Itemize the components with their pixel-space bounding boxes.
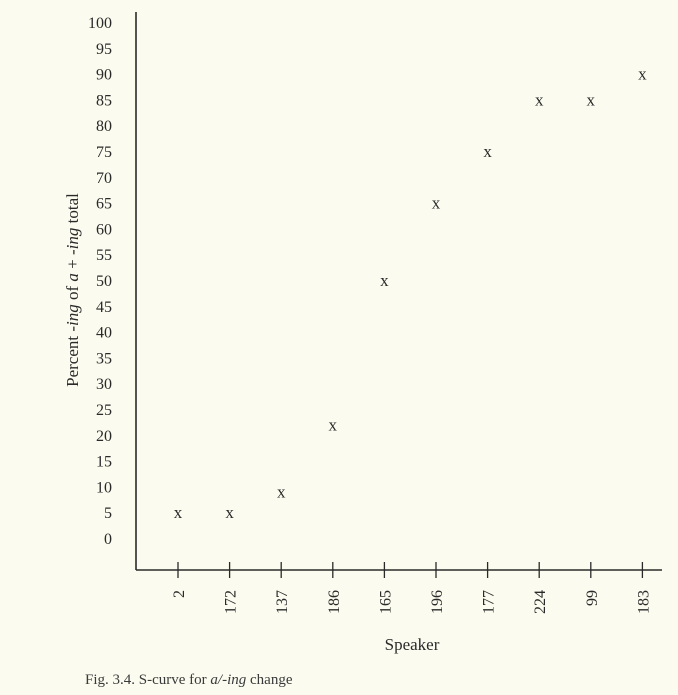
y-tick-label: 30 xyxy=(96,376,112,393)
y-axis-label-part: + xyxy=(63,255,82,273)
x-tick-label: 2 xyxy=(171,590,188,598)
x-tick-label: 186 xyxy=(326,590,343,614)
y-tick-label: 25 xyxy=(96,402,112,419)
data-point: x xyxy=(432,194,441,213)
y-tick-label: 100 xyxy=(88,15,112,32)
data-point: x xyxy=(380,271,389,290)
data-point: x xyxy=(277,483,286,502)
y-tick-label: 75 xyxy=(96,144,112,161)
y-axis-label: Percent -ing of a + -ing total xyxy=(63,193,82,387)
x-tick-label: 224 xyxy=(532,590,549,614)
y-tick-label: 90 xyxy=(96,67,112,84)
y-tick-label: 15 xyxy=(96,454,112,471)
y-axis-label-part: of xyxy=(63,282,82,305)
y-tick-label: 35 xyxy=(96,350,112,367)
x-tick-label: 137 xyxy=(274,590,291,614)
x-tick-label: 172 xyxy=(223,590,240,614)
x-ticks: 2 172 137 186 165 196 177 224 99 183 xyxy=(171,562,652,614)
y-axis-label-part: a xyxy=(63,273,82,282)
y-tick-label: 95 xyxy=(96,41,112,58)
y-tick-label: 65 xyxy=(96,196,112,213)
x-tick-label: 99 xyxy=(584,590,601,606)
y-tick-label: 85 xyxy=(96,92,112,109)
data-point: x xyxy=(483,142,492,161)
y-axis-label-part: Percent xyxy=(63,332,82,387)
y-tick-label: 80 xyxy=(96,118,112,135)
data-point: x xyxy=(535,90,544,109)
x-tick-label: 196 xyxy=(429,590,446,614)
y-tick-label: 20 xyxy=(96,428,112,445)
y-tick-label: 5 xyxy=(104,505,112,522)
y-tick-labels: 0 5 10 15 20 25 30 35 40 45 50 55 60 65 70 75 80 85 90 95 10… xyxy=(88,15,112,548)
data-point: x xyxy=(174,503,183,522)
data-point: x xyxy=(638,65,647,84)
y-axis-label-part: -ing xyxy=(63,228,82,255)
y-tick-label: 40 xyxy=(96,325,112,342)
caption-suffix: change xyxy=(246,672,293,688)
data-points: x x x x x x x x x x xyxy=(174,65,647,523)
y-tick-label: 55 xyxy=(96,247,112,264)
data-point: x xyxy=(587,90,596,109)
caption-prefix: Fig. 3.4. S-curve for xyxy=(85,672,211,688)
y-axis-label-part: -ing xyxy=(63,304,82,331)
x-tick-label: 183 xyxy=(635,590,652,614)
data-point: x xyxy=(329,415,338,434)
x-tick-label: 165 xyxy=(377,590,394,614)
y-tick-label: 0 xyxy=(104,531,112,548)
y-axis-label-part: total xyxy=(63,193,82,228)
x-axis-label: Speaker xyxy=(385,635,440,654)
data-point: x xyxy=(225,503,234,522)
caption-term: a/-ing xyxy=(210,672,247,688)
figure-caption: Fig. 3.4. S-curve for a/-ing change xyxy=(85,672,292,689)
y-tick-label: 10 xyxy=(96,479,112,496)
y-tick-label: 60 xyxy=(96,221,112,238)
x-tick-label: 177 xyxy=(481,590,498,614)
y-tick-label: 70 xyxy=(96,170,112,187)
y-tick-label: 45 xyxy=(96,299,112,316)
axes xyxy=(135,12,662,571)
y-tick-label: 50 xyxy=(96,273,112,290)
